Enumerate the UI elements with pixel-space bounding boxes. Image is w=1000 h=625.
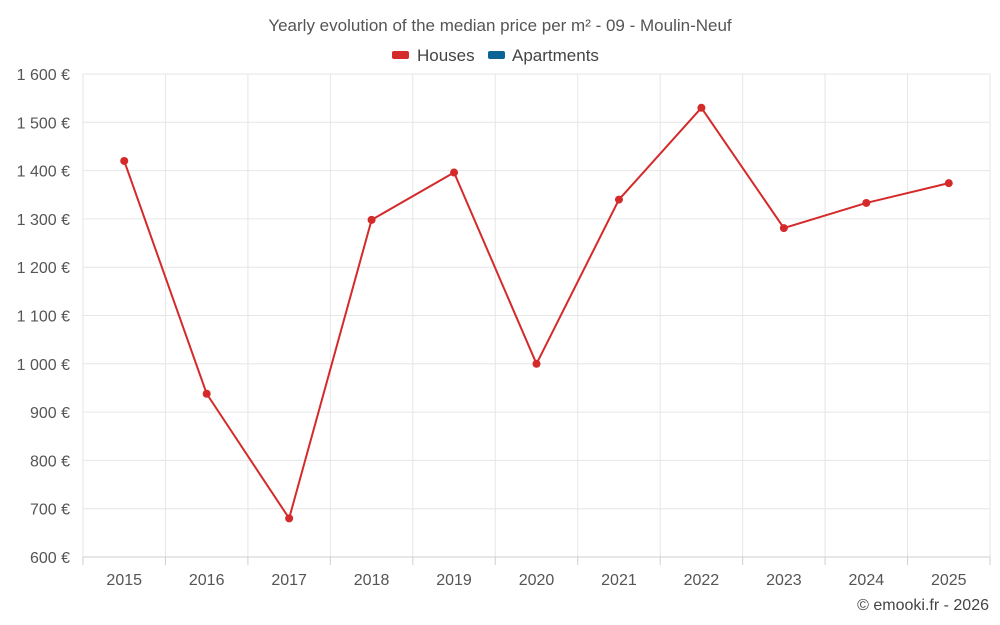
y-tick-label: 800 €	[30, 453, 70, 470]
y-tick-label: 1 600 €	[17, 67, 70, 84]
y-tick-label: 1 400 €	[17, 164, 70, 181]
data-point[interactable]	[202, 389, 211, 398]
data-point[interactable]	[120, 156, 129, 165]
x-tick-label: 2024	[849, 572, 885, 589]
legend-label-apartments: Apartments	[512, 46, 599, 65]
data-point[interactable]	[532, 359, 541, 368]
data-point[interactable]	[779, 224, 788, 233]
data-point[interactable]	[285, 514, 294, 523]
data-point[interactable]	[450, 168, 459, 177]
legend-label-houses: Houses	[417, 46, 475, 65]
data-point[interactable]	[862, 198, 871, 207]
y-tick-label: 600 €	[30, 550, 70, 567]
data-point[interactable]	[367, 215, 376, 224]
x-tick-label: 2019	[436, 572, 472, 589]
y-tick-label: 700 €	[30, 502, 70, 519]
series-houses	[120, 103, 953, 523]
legend-item-houses[interactable]: Houses	[392, 46, 475, 65]
x-tick-label: 2023	[766, 572, 802, 589]
credit-text: © emooki.fr - 2026	[857, 597, 989, 614]
x-tick-label: 2022	[684, 572, 720, 589]
y-tick-label: 900 €	[30, 405, 70, 422]
x-tick-label: 2020	[519, 572, 555, 589]
y-tick-label: 1 000 €	[17, 357, 70, 374]
y-tick-label: 1 100 €	[17, 309, 70, 326]
x-tick-label: 2016	[189, 572, 225, 589]
legend-swatch-houses	[392, 51, 409, 59]
x-tick-label: 2015	[106, 572, 142, 589]
y-tick-label: 1 200 €	[17, 260, 70, 277]
x-tick-label: 2018	[354, 572, 390, 589]
data-point[interactable]	[614, 195, 623, 204]
legend-swatch-apartments	[488, 51, 505, 59]
data-point[interactable]	[944, 179, 953, 188]
y-tick-label: 1 300 €	[17, 212, 70, 229]
legend: Houses Apartments	[392, 46, 599, 65]
grid	[82, 73, 991, 557]
data-point[interactable]	[697, 103, 706, 112]
axes: 600 € 700 € 800 € 900 € 1 000 € 1 100 € 1 200 …	[17, 67, 991, 589]
x-tick-label: 2025	[931, 572, 967, 589]
legend-item-apartments[interactable]: Apartments	[488, 46, 599, 65]
x-tick-label: 2017	[271, 572, 307, 589]
y-tick-label: 1 500 €	[17, 115, 70, 132]
x-tick-label: 2021	[601, 572, 637, 589]
chart-title: Yearly evolution of the median price per…	[268, 16, 732, 35]
